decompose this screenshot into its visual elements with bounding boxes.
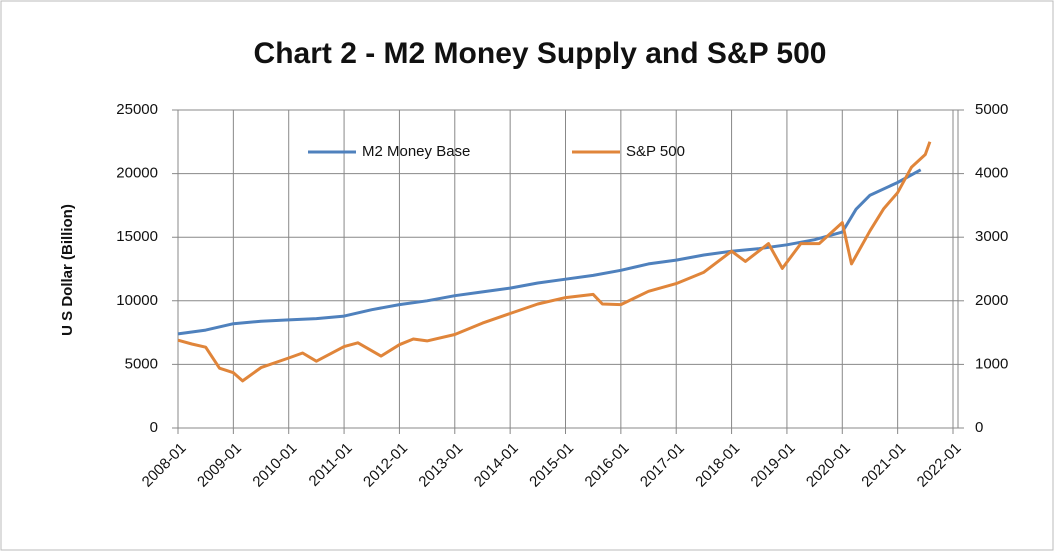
legend-label: M2 Money Base	[362, 143, 470, 160]
series-line	[177, 141, 932, 383]
y-tick-label: 25000	[116, 101, 158, 118]
y2-tick-label: 1000	[975, 355, 1008, 372]
series-line	[177, 168, 922, 336]
chart-title: Chart 2 - M2 Money Supply and S&P 500	[254, 37, 827, 70]
y-tick-label: 20000	[116, 165, 158, 182]
y-axis-label: U S Dollar (Billion)	[59, 204, 76, 336]
y2-tick-label: 2000	[975, 292, 1008, 309]
y-tick-label: 10000	[116, 292, 158, 309]
y2-tick-label: 0	[975, 419, 983, 436]
y-tick-label: 15000	[116, 228, 158, 245]
y2-tick-label: 5000	[975, 101, 1008, 118]
y2-tick-label: 3000	[975, 228, 1008, 245]
legend-label: S&P 500	[626, 143, 685, 160]
y-tick-label: 5000	[125, 355, 158, 372]
y-tick-label: 0	[150, 419, 158, 436]
y2-tick-label: 4000	[975, 165, 1008, 182]
